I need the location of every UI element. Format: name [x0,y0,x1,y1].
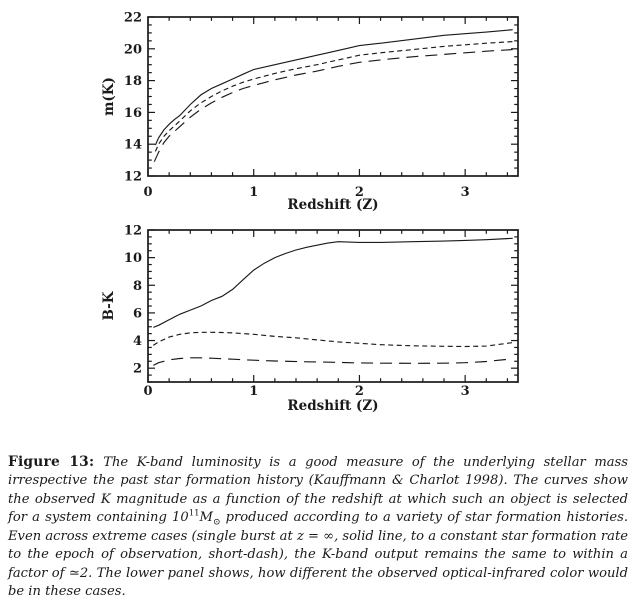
figure-caption-body: The K-band luminosity is a good measure … [8,455,628,599]
x-tick-label: 1 [249,185,258,200]
y-tick-label: 12 [124,224,142,239]
y-tick-label: 14 [124,138,142,153]
y-tick-label: 16 [124,106,142,121]
x-tick-label: 3 [461,384,470,399]
y-axis-label: B-K [101,290,117,320]
y-tick-label: 20 [124,42,142,57]
x-tick-label: 0 [143,185,152,200]
x-axis-label: Redshift (Z) [287,197,378,213]
axis-frame [147,16,519,177]
x-tick-label: 2 [355,185,364,200]
series-short-dash [154,41,513,152]
y-tick-label: 8 [133,279,142,294]
x-tick-label: 1 [249,384,258,399]
x-tick-label: 3 [461,185,470,200]
y-tick-label: 10 [124,251,142,266]
y-tick-label: 12 [124,170,142,185]
figure-caption-segment: produced according to a variety of star … [8,510,628,600]
y-tick-label: 22 [124,11,142,26]
series-long-dash [153,357,513,366]
series-long-dash [153,49,513,162]
x-tick-label: 0 [143,384,152,399]
figure-caption-segment: 11 [188,509,200,519]
y-tick-label: 2 [133,362,142,377]
series-short-dash [152,331,513,348]
y-tick-label: 4 [133,334,142,349]
figure-caption: Figure 13: The K-band luminosity is a goo… [8,453,628,602]
y-tick-label: 18 [124,74,142,89]
figure-caption-label: Figure 13: [8,454,95,470]
y-tick-label: 6 [133,306,142,321]
axis-ticks [147,229,518,383]
x-tick-label: 2 [355,384,364,399]
axis-frame [147,229,519,383]
series-solid [153,237,513,328]
series-solid [154,29,513,146]
y-axis-label: m(K) [101,77,117,116]
figure-caption-segment: M [199,510,213,526]
figure-caption-segment: The K-band luminosity is a good measure … [8,455,628,526]
figure-caption-segment: ⊙ [212,517,221,528]
axis-ticks [147,16,518,177]
x-axis-label: Redshift (Z) [287,398,378,414]
